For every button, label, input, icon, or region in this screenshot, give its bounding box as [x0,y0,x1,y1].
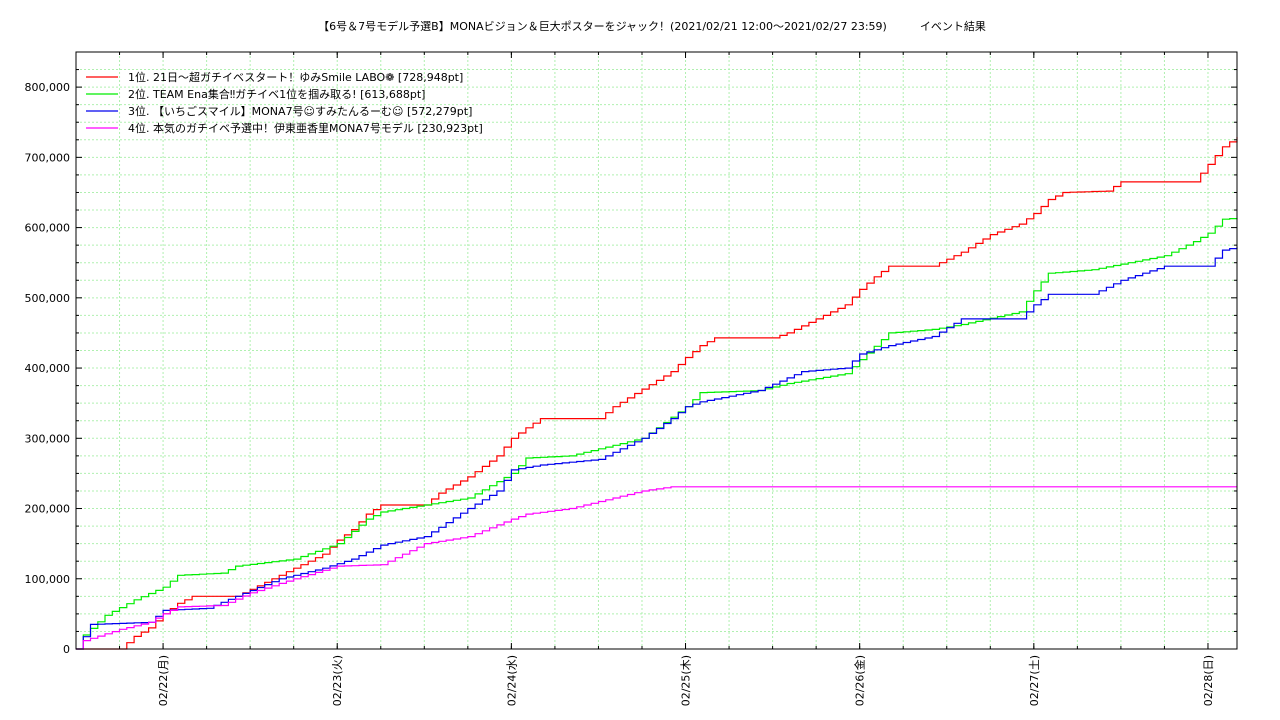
series-lines [76,137,1238,650]
x-tick-label: 02/24(水) [505,655,518,706]
series-line-3 [76,247,1238,650]
series-line-1 [76,137,1238,650]
y-tick-label: 700,000 [25,151,71,164]
y-tick-label: 400,000 [25,362,71,375]
y-tick-label: 0 [63,643,70,656]
axes: 0 100,000 200,000 300,000 400,000 500,000 600,… [25,52,1237,706]
legend-label-2: 2位. TEAM Ena集合‼ガチイベ1位を掴み取る! [613,688pt] [128,87,425,101]
x-tick-label: 02/22(月) [157,655,170,706]
y-tick-label: 600,000 [25,222,71,235]
x-tick-label: 02/25(木) [680,655,693,706]
series-line-2 [76,218,1238,650]
chart-title: 【6号＆7号モデル予選B】MONAビジョン＆巨大ポスターをジャック！(2021/… [318,19,986,33]
legend-label-4: 4位. 本気のガチイベ予選中！伊東亜香里MONA7号モデル [230,923pt… [128,121,483,135]
x-tick-label: 02/28(日) [1202,655,1215,706]
series-line-4 [76,486,1237,650]
x-tick-label: 02/23(火) [331,655,344,706]
y-tick-label: 100,000 [25,573,71,586]
y-tick-label: 500,000 [25,292,71,305]
x-tick-label: 02/26(金) [853,655,867,706]
legend-label-1: 1位. 21日〜超ガチイベスタート！ゆみSmile LABO❁ [728,948… [128,70,463,84]
legend-label-3: 3位. 【いちごスマイル】MONA7号☺すみたんるーむ☺ [572,279pt] [128,104,472,118]
y-tick-label: 300,000 [25,432,71,445]
x-tick-label: 02/27(土) [1028,655,1041,706]
y-tick-label: 200,000 [25,503,71,516]
grid [76,52,1237,649]
legend: 1位. 21日〜超ガチイベスタート！ゆみSmile LABO❁ [728,948… [86,70,483,135]
y-tick-label: 800,000 [25,81,71,94]
